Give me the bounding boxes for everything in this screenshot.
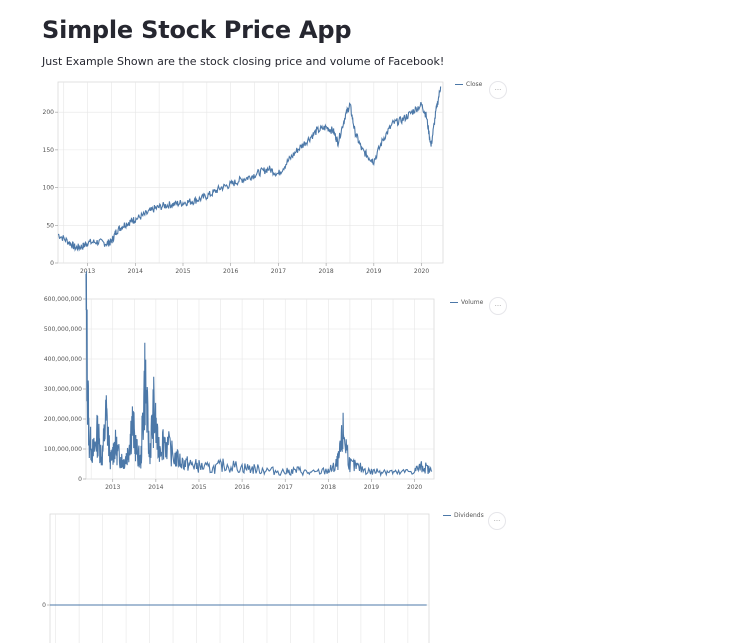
- y-tick-label: 200: [43, 109, 55, 116]
- x-tick-label: 2019: [364, 484, 379, 491]
- x-tick-label: 2017: [271, 268, 286, 275]
- series-line-close: [58, 86, 442, 252]
- y-tick-label: 100,000,000: [44, 446, 82, 453]
- y-tick-label: 200,000,000: [44, 416, 82, 423]
- y-tick-label: 0: [42, 602, 46, 609]
- dividends-legend-swatch: [443, 514, 451, 517]
- series-line-volume: [85, 271, 433, 478]
- y-tick-label: 0: [78, 476, 82, 483]
- x-tick-label: 2013: [105, 484, 120, 491]
- dividends-legend[interactable]: Dividends: [443, 512, 484, 519]
- ellipsis-icon: ···: [494, 85, 502, 94]
- y-tick-label: 100: [43, 185, 55, 192]
- dividends-legend-label: Dividends: [454, 512, 484, 519]
- dividends-chart-svg[interactable]: 0: [34, 510, 444, 643]
- volume-legend-label: Volume: [461, 299, 484, 306]
- x-tick-label: 2014: [128, 268, 143, 275]
- x-tick-label: 2020: [407, 484, 422, 491]
- volume-chart-svg[interactable]: 0 100,000,000 200,000,000 300,000,000 400,00…: [34, 271, 444, 495]
- page-subtitle: Just Example Shown are the stock closing…: [42, 55, 445, 68]
- close-legend-swatch: [455, 83, 463, 86]
- x-tick-label: 2018: [318, 268, 333, 275]
- x-tick-label: 2014: [148, 484, 163, 491]
- volume-legend[interactable]: Volume: [450, 299, 483, 306]
- close-legend[interactable]: Close: [455, 81, 482, 88]
- x-tick-label: 2016: [223, 268, 238, 275]
- x-tick-label: 2013: [80, 268, 95, 275]
- chart-frame: [49, 513, 430, 643]
- y-tick-label: 600,000,000: [44, 296, 82, 303]
- x-tick-label: 2016: [234, 484, 249, 491]
- x-tick-label: 2015: [191, 484, 206, 491]
- y-tick-label: 0: [50, 260, 54, 267]
- ellipsis-icon: ···: [493, 516, 501, 525]
- dividends-chart-menu-button[interactable]: ···: [488, 512, 506, 530]
- close-chart-menu-button[interactable]: ···: [489, 81, 507, 99]
- x-tick-label: 2019: [366, 268, 381, 275]
- x-tick-label: 2018: [321, 484, 336, 491]
- close-chart-svg[interactable]: 0 50 100 150 200 2013 2014 2015 2016 2017 2018 2019…: [38, 78, 448, 278]
- y-tick-label: 400,000,000: [44, 356, 82, 363]
- volume-chart[interactable]: 0 100,000,000 200,000,000 300,000,000 400,00…: [34, 271, 444, 495]
- ellipsis-icon: ···: [494, 301, 502, 310]
- y-tick-label: 300,000,000: [44, 386, 82, 393]
- close-chart[interactable]: 0 50 100 150 200 2013 2014 2015 2016 2017 2018 2019…: [38, 78, 448, 278]
- y-tick-label: 50: [46, 222, 54, 229]
- x-tick-label: 2015: [175, 268, 190, 275]
- volume-chart-menu-button[interactable]: ···: [489, 297, 507, 315]
- x-tick-label: 2017: [278, 484, 293, 491]
- y-tick-label: 150: [43, 147, 55, 154]
- page-title: Simple Stock Price App: [42, 16, 352, 44]
- chart-frame: [57, 81, 444, 264]
- dividends-chart[interactable]: 0: [34, 510, 444, 643]
- volume-legend-swatch: [450, 301, 458, 304]
- close-legend-label: Close: [466, 81, 483, 88]
- x-tick-label: 2020: [414, 268, 429, 275]
- y-tick-label: 500,000,000: [44, 326, 82, 333]
